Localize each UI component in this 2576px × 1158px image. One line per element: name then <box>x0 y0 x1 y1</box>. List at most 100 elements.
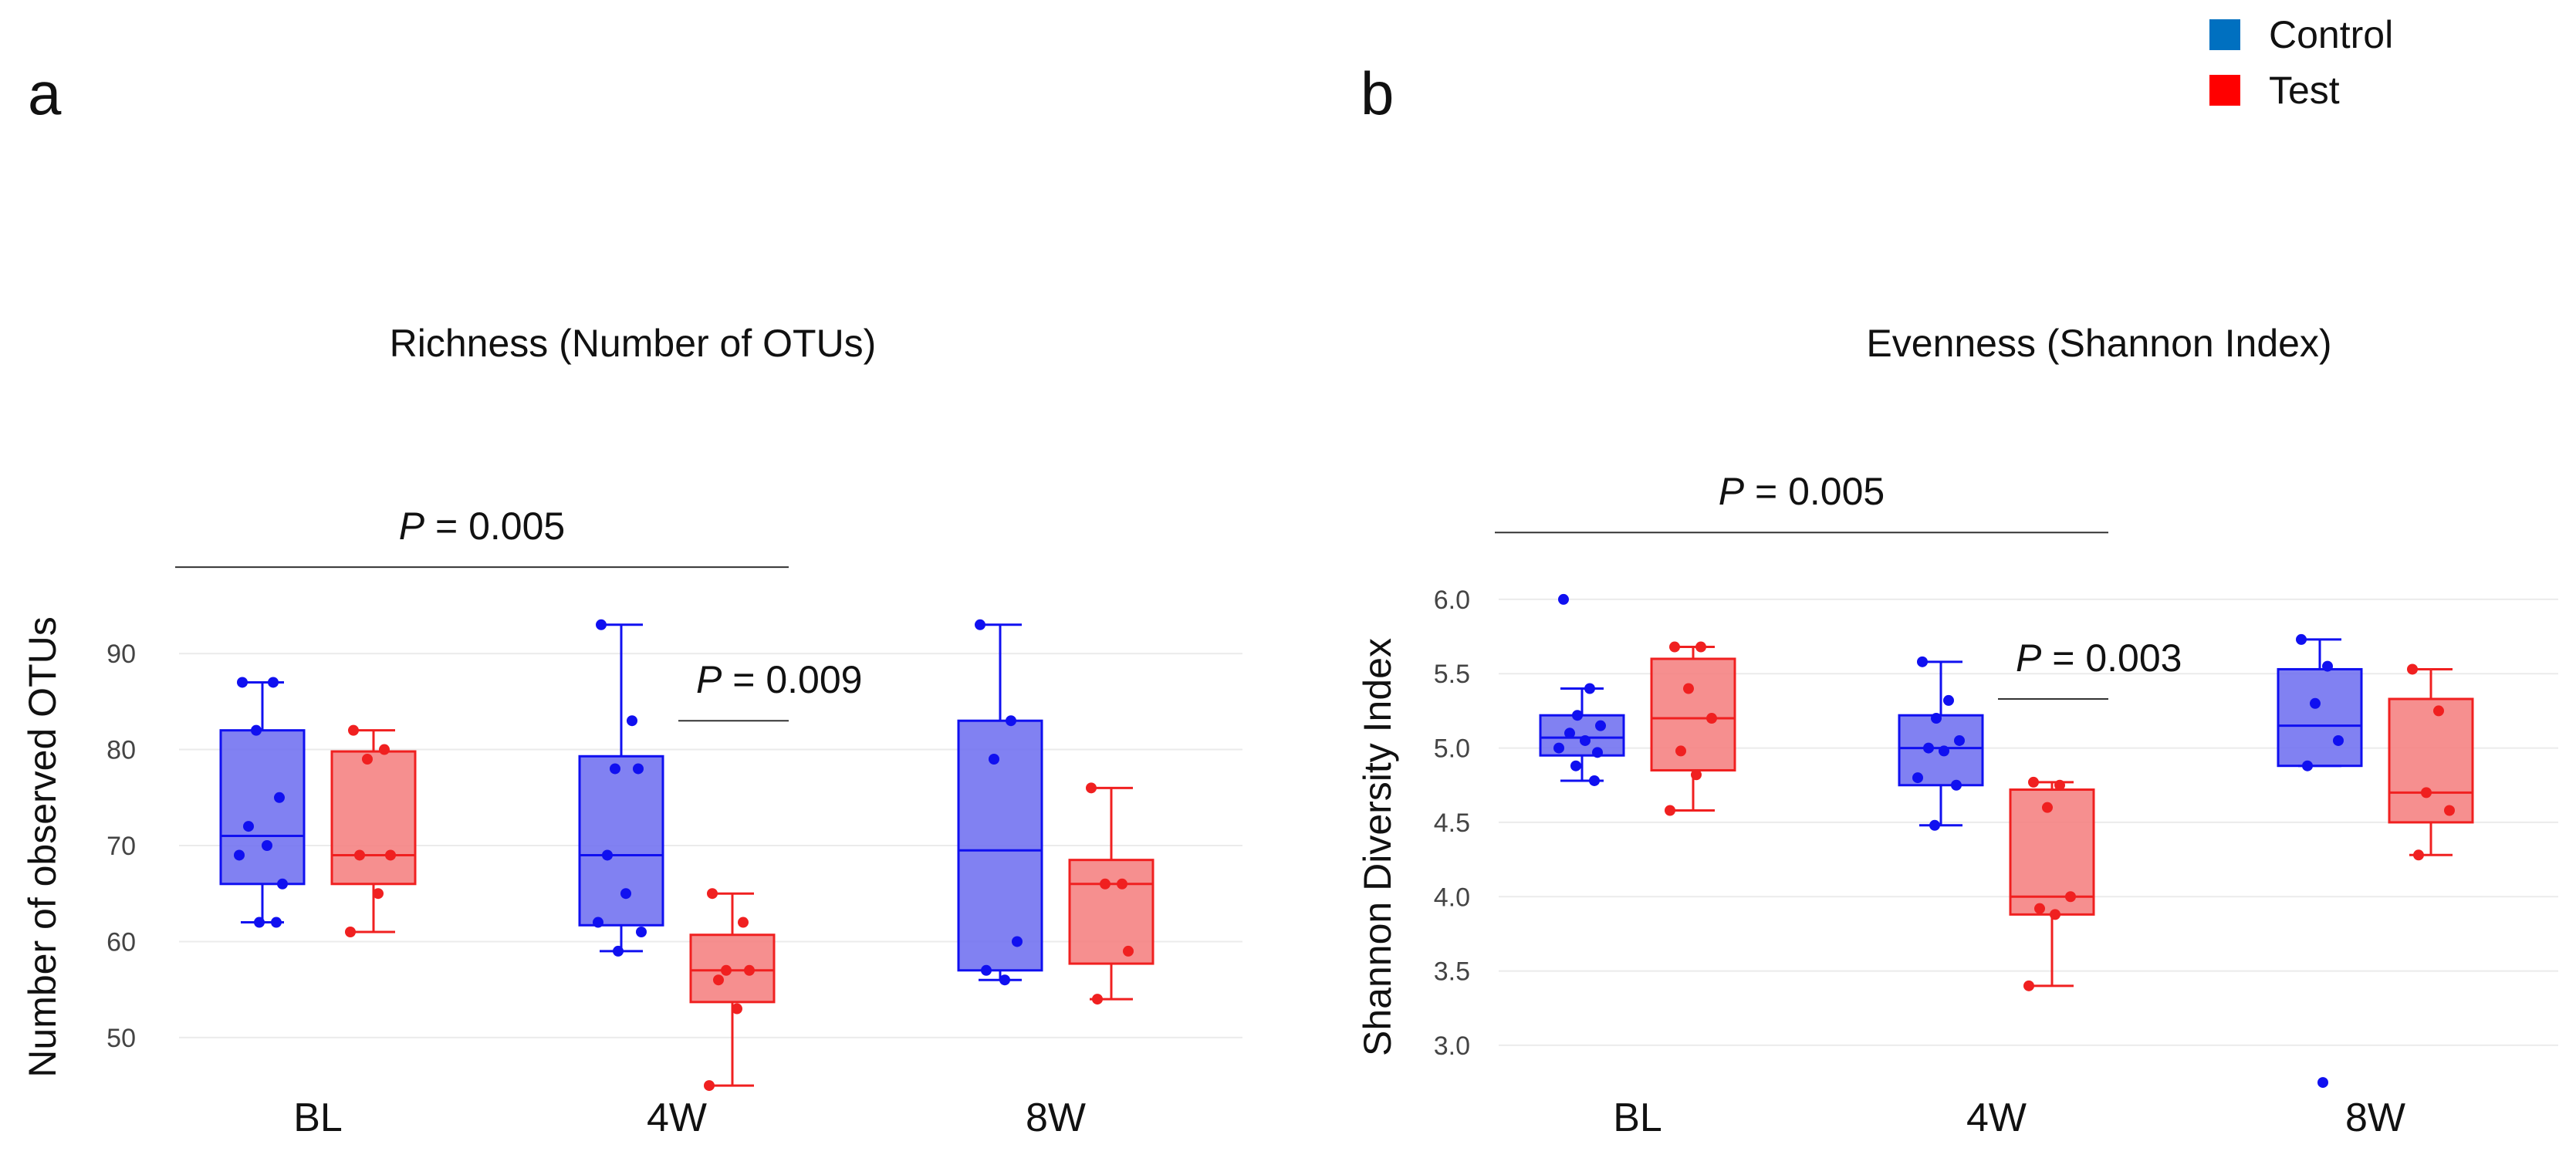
test-bl-point <box>362 754 373 765</box>
control-bl-point <box>254 917 265 928</box>
control-8w-box <box>2277 667 2363 768</box>
test-bl-point <box>354 849 365 861</box>
control-8w-point <box>989 754 999 765</box>
control-bl-point <box>271 917 282 928</box>
test-8w-point <box>2413 849 2424 861</box>
p-value-annotation-0: P = 0.005 <box>1719 470 1885 513</box>
control-bl-point <box>1589 775 1600 786</box>
y-tick-label-6.0: 6.0 <box>1434 586 1470 615</box>
control-4w-point <box>610 763 620 775</box>
control-bl-point <box>237 677 248 688</box>
test-bl-point <box>1669 641 1680 653</box>
p-symbol: P <box>2016 636 2042 680</box>
p-symbol: P <box>399 505 425 548</box>
control-4w-point <box>1943 694 1954 706</box>
control-4w-point <box>636 927 647 937</box>
control-4w-point <box>1931 713 1942 724</box>
control-bl-point <box>1580 734 1591 746</box>
control-bl-point <box>1592 747 1603 758</box>
test-4w-point <box>2028 776 2039 788</box>
control-4w-point <box>602 849 613 861</box>
control-bl-point <box>274 792 285 803</box>
control-bl-point <box>1595 720 1606 731</box>
legend-label-test: Test <box>2269 69 2340 112</box>
control-8w-point <box>2302 760 2313 771</box>
control-4w-point <box>1951 779 1962 791</box>
control-4w-point <box>1954 734 1965 746</box>
y-tick-label-5.5: 5.5 <box>1434 660 1470 689</box>
x-tick-label-bl: BL <box>1613 1096 1662 1140</box>
test-8w-box <box>1068 859 1154 965</box>
control-4w-point <box>1923 742 1934 754</box>
control-bl-point <box>251 724 262 736</box>
test-bl-point <box>1665 805 1675 816</box>
legend-label-control: Control <box>2269 13 2393 56</box>
control-bl-point <box>1564 728 1575 739</box>
test-bl-point <box>1691 769 1702 781</box>
control-bl-point <box>262 840 272 851</box>
x-tick-label-4w: 4W <box>647 1096 707 1140</box>
test-8w-point <box>1117 878 1127 890</box>
test-4w-box <box>689 933 776 1004</box>
test-8w-point <box>2407 663 2418 675</box>
test-8w-point <box>2444 805 2455 816</box>
x-tick-label-bl: BL <box>293 1096 343 1140</box>
control-4w-box <box>578 755 664 927</box>
control-bl-box <box>1539 714 1625 757</box>
x-tick-label-4w: 4W <box>1966 1096 2027 1140</box>
control-8w-point <box>2296 633 2307 645</box>
legend-swatch-test <box>2209 75 2240 106</box>
y-axis-label: Shannon Diversity Index <box>1356 638 1399 1056</box>
test-4w-point <box>713 974 724 986</box>
test-4w-point <box>2034 903 2045 914</box>
test-4w-point <box>2023 980 2034 991</box>
legend-swatch-control <box>2209 19 2240 50</box>
control-bl-point <box>243 821 254 832</box>
control-4w-point <box>593 917 603 928</box>
control-4w-point <box>613 945 624 957</box>
p-value: = 0.003 <box>2041 636 2182 680</box>
y-tick-label-90: 90 <box>106 640 136 669</box>
control-8w-point <box>2322 660 2333 672</box>
p-symbol: P <box>1719 470 1745 513</box>
chart-title: Richness (Number of OTUs) <box>390 322 877 365</box>
test-8w-point <box>1100 878 1111 890</box>
control-4w-point <box>627 715 637 727</box>
test-4w-point <box>744 964 755 976</box>
legend: Control Test <box>2209 13 2393 112</box>
control-8w-box <box>957 719 1043 972</box>
test-bl-point <box>373 888 384 900</box>
test-8w-point <box>2433 705 2444 717</box>
test-4w-point <box>732 1003 742 1015</box>
y-tick-label-60: 60 <box>106 927 136 957</box>
control-bl-point <box>1558 593 1569 605</box>
p-value: = 0.009 <box>722 658 862 701</box>
test-4w-point <box>738 917 749 928</box>
p-symbol: P <box>696 658 722 701</box>
control-4w-point <box>1917 656 1928 667</box>
y-tick-label-70: 70 <box>106 832 136 861</box>
control-bl-point <box>277 878 288 890</box>
x-tick-label-8w: 8W <box>2345 1096 2405 1140</box>
control-8w-point <box>1006 715 1016 727</box>
panel-label-a: a <box>28 59 62 127</box>
test-bl-box <box>1650 657 1736 771</box>
test-4w-point <box>2042 802 2053 813</box>
test-8w-point <box>1092 994 1103 1005</box>
test-8w-box <box>2388 697 2474 824</box>
control-8w-point <box>2310 697 2321 709</box>
test-bl-point <box>1706 713 1717 724</box>
control-bl-box <box>219 729 306 886</box>
test-4w-box <box>2009 788 2095 916</box>
y-tick-label-4.5: 4.5 <box>1434 809 1470 838</box>
test-bl-point <box>348 724 359 736</box>
control-bl-point <box>1570 760 1581 771</box>
test-4w-point <box>2054 779 2065 791</box>
p-value: = 0.005 <box>424 505 565 548</box>
control-8w-point <box>1012 936 1023 947</box>
test-bl-point <box>1695 641 1706 653</box>
y-axis-label: Number of observed OTUs <box>21 616 64 1077</box>
control-4w-point <box>596 619 607 630</box>
control-4w-point <box>620 888 631 900</box>
